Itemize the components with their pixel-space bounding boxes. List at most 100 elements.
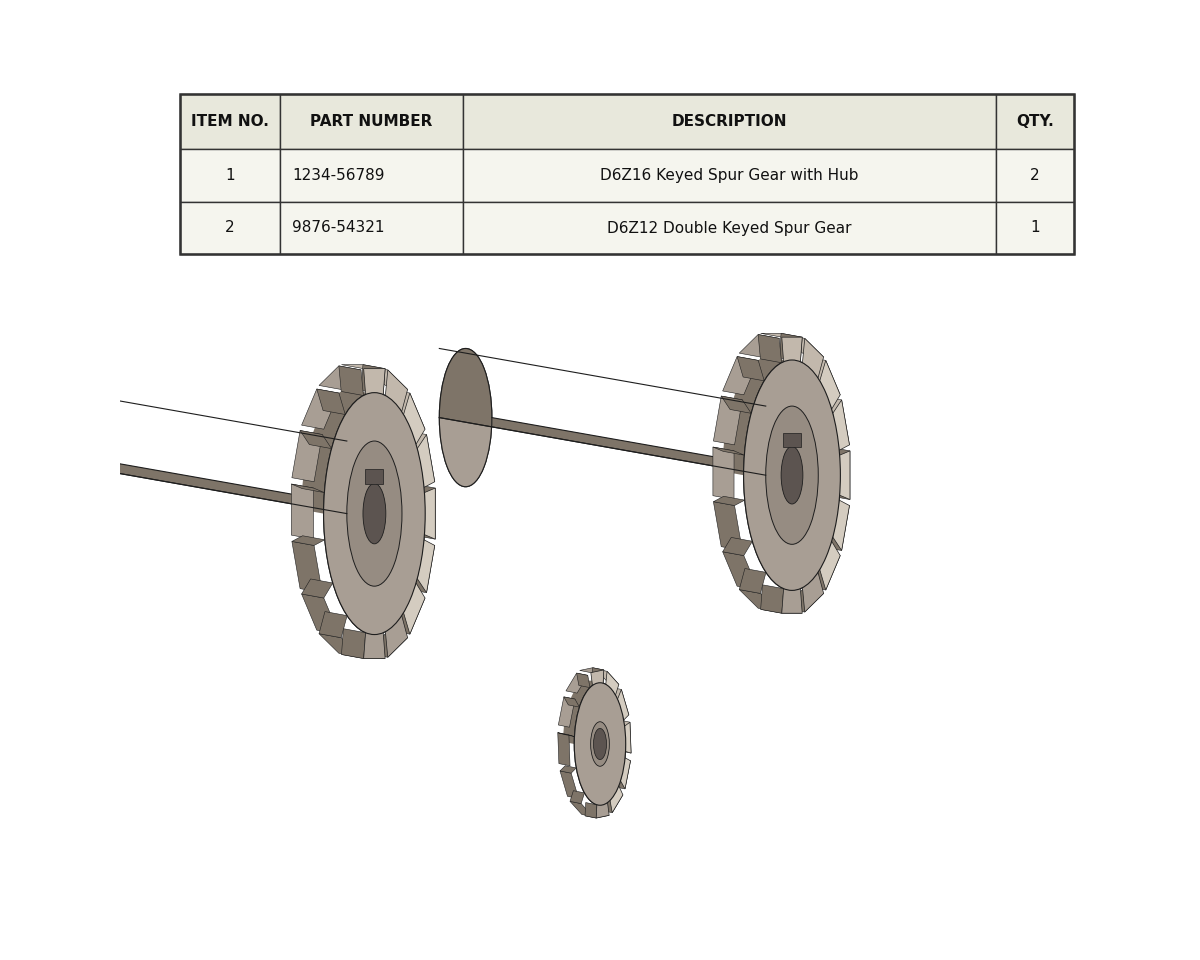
FancyBboxPatch shape [463, 202, 996, 254]
Polygon shape [558, 732, 570, 766]
Text: D6Z16 Keyed Spur Gear with Hub: D6Z16 Keyed Spur Gear with Hub [600, 168, 858, 182]
Polygon shape [319, 634, 361, 658]
FancyBboxPatch shape [463, 149, 996, 202]
FancyBboxPatch shape [281, 149, 463, 202]
Polygon shape [385, 370, 408, 412]
Polygon shape [606, 671, 619, 695]
Polygon shape [829, 447, 850, 499]
Polygon shape [301, 389, 338, 429]
FancyBboxPatch shape [281, 202, 463, 254]
Polygon shape [577, 673, 590, 687]
Polygon shape [820, 360, 840, 409]
FancyBboxPatch shape [180, 149, 281, 202]
Text: 9876-54321: 9876-54321 [292, 221, 384, 235]
Polygon shape [342, 655, 385, 659]
Polygon shape [558, 697, 575, 728]
Polygon shape [564, 697, 580, 708]
Polygon shape [586, 813, 610, 818]
Polygon shape [364, 633, 385, 659]
Text: PART NUMBER: PART NUMBER [311, 114, 433, 129]
Ellipse shape [594, 729, 606, 759]
FancyBboxPatch shape [996, 149, 1074, 202]
Polygon shape [761, 610, 803, 613]
Ellipse shape [575, 683, 625, 805]
Ellipse shape [4, 380, 59, 526]
Polygon shape [342, 629, 366, 659]
Polygon shape [413, 484, 436, 540]
Polygon shape [301, 594, 338, 635]
Text: ITEM NO.: ITEM NO. [191, 114, 269, 129]
Polygon shape [625, 722, 631, 753]
Polygon shape [292, 484, 324, 492]
Polygon shape [418, 540, 434, 592]
Polygon shape [301, 579, 332, 598]
Ellipse shape [590, 722, 610, 766]
Polygon shape [805, 552, 840, 590]
Polygon shape [784, 334, 823, 357]
Ellipse shape [324, 393, 425, 635]
Polygon shape [404, 430, 434, 482]
Polygon shape [319, 366, 361, 390]
Polygon shape [722, 356, 758, 395]
FancyBboxPatch shape [463, 94, 996, 149]
Polygon shape [361, 365, 385, 395]
Polygon shape [292, 541, 323, 592]
Polygon shape [580, 668, 604, 673]
Polygon shape [425, 488, 436, 540]
Text: 1: 1 [226, 168, 235, 182]
Polygon shape [385, 615, 408, 658]
Polygon shape [739, 568, 766, 593]
Polygon shape [722, 552, 758, 590]
Ellipse shape [744, 360, 840, 590]
Polygon shape [833, 400, 850, 450]
FancyBboxPatch shape [996, 94, 1074, 149]
Polygon shape [618, 689, 629, 720]
Polygon shape [292, 430, 323, 482]
Polygon shape [404, 541, 434, 592]
Polygon shape [292, 536, 325, 545]
Text: DESCRIPTION: DESCRIPTION [671, 114, 787, 129]
Polygon shape [805, 356, 840, 395]
Polygon shape [592, 668, 604, 684]
FancyBboxPatch shape [180, 202, 281, 254]
Polygon shape [714, 396, 743, 444]
Polygon shape [821, 502, 850, 550]
Text: 2: 2 [226, 221, 235, 235]
Polygon shape [342, 365, 385, 369]
Polygon shape [596, 669, 619, 684]
Polygon shape [317, 389, 346, 415]
Polygon shape [292, 484, 313, 540]
Polygon shape [4, 380, 402, 514]
Polygon shape [439, 348, 818, 475]
Polygon shape [403, 583, 425, 635]
Polygon shape [418, 435, 434, 488]
FancyBboxPatch shape [365, 469, 384, 485]
Text: QTY.: QTY. [1016, 114, 1054, 129]
Polygon shape [739, 334, 779, 357]
Polygon shape [781, 588, 803, 613]
Polygon shape [590, 670, 604, 685]
Polygon shape [560, 771, 578, 799]
Polygon shape [403, 393, 425, 444]
Polygon shape [714, 502, 743, 550]
Polygon shape [784, 589, 823, 612]
Polygon shape [721, 396, 751, 414]
Polygon shape [821, 396, 850, 444]
Polygon shape [614, 758, 630, 789]
Polygon shape [560, 766, 576, 773]
Polygon shape [563, 681, 625, 744]
Polygon shape [840, 451, 850, 499]
Ellipse shape [324, 393, 425, 635]
Polygon shape [803, 338, 823, 378]
Ellipse shape [575, 683, 625, 805]
Ellipse shape [347, 441, 402, 587]
Ellipse shape [362, 483, 386, 543]
Text: 2: 2 [1030, 168, 1039, 182]
Polygon shape [761, 333, 803, 337]
Polygon shape [619, 720, 631, 753]
Text: 1234-56789: 1234-56789 [292, 168, 384, 182]
Polygon shape [713, 447, 734, 499]
Polygon shape [722, 538, 752, 556]
Text: D6Z12 Double Keyed Spur Gear: D6Z12 Double Keyed Spur Gear [607, 221, 851, 235]
Polygon shape [781, 337, 803, 362]
